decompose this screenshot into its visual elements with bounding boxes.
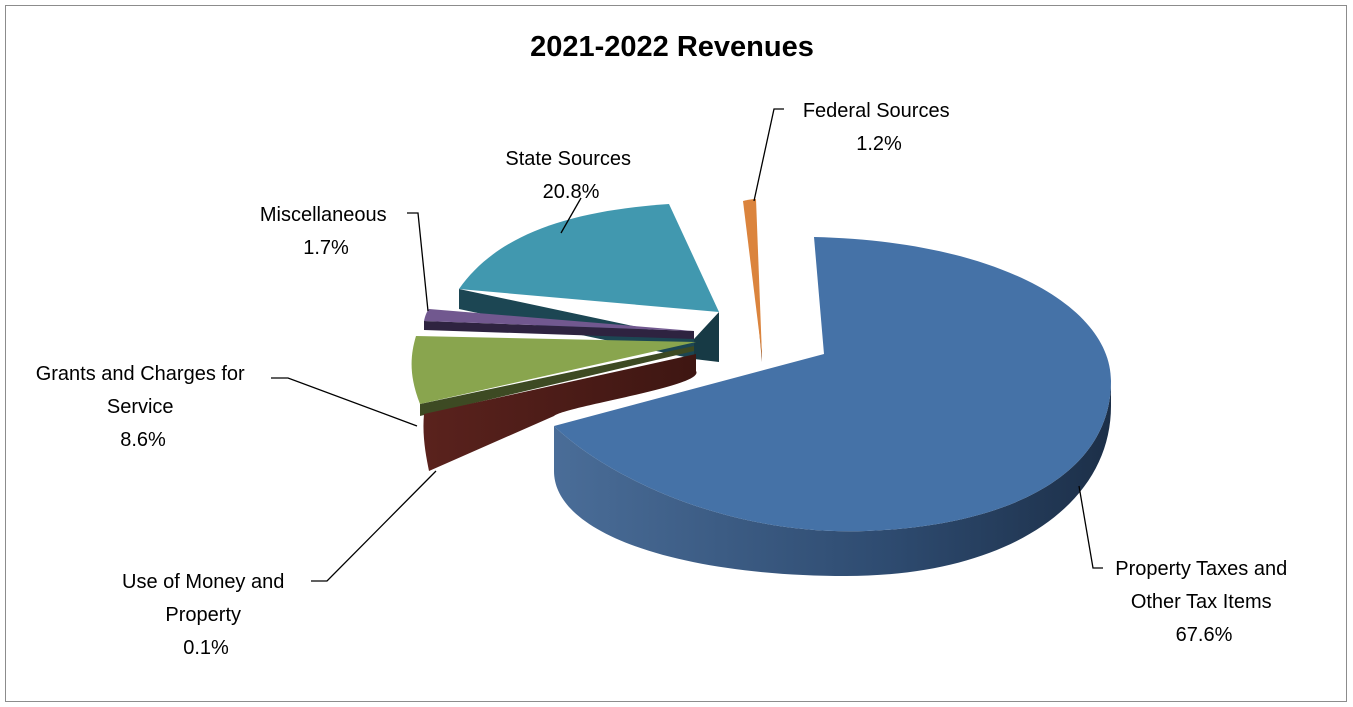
slice-grants [411,336,696,404]
label-state-sources: State Sources 20.8% [505,148,636,203]
chart-title: 2021-2022 Revenues [530,31,814,63]
label-miscellaneous: Miscellaneous 1.7% [260,204,392,259]
leader-use-of-money [311,470,437,582]
slice-side-state-sources-front [694,312,719,362]
slice-side-property-taxes [554,381,1111,576]
label-grants: Grants and Charges for Service 8.6% [36,363,251,451]
pie-chart: 2021-2022 Revenues Federal Sources 1.2% … [36,31,1293,659]
leader-grants [271,377,418,427]
slice-miscellaneous [424,309,694,331]
label-property-taxes: Property Taxes and Other Tax Items 67.6% [1115,558,1293,646]
leader-federal-sources [753,108,784,202]
slice-side-use-of-money [423,354,697,471]
leader-state-sources [560,197,582,234]
label-federal-sources: Federal Sources 1.2% [803,100,955,155]
leader-property-taxes [1078,485,1103,569]
chart-frame: 2021-2022 Revenues Federal Sources 1.2% … [5,5,1347,702]
slice-state-sources [459,204,719,312]
slice-property-taxes [554,237,1111,532]
leader-miscellaneous [407,212,429,312]
label-use-of-money: Use of Money and Property 0.1% [122,571,290,659]
slice-federal-sources [743,199,762,356]
slice-side-miscellaneous [424,321,694,339]
slice-side-grants [420,346,694,416]
